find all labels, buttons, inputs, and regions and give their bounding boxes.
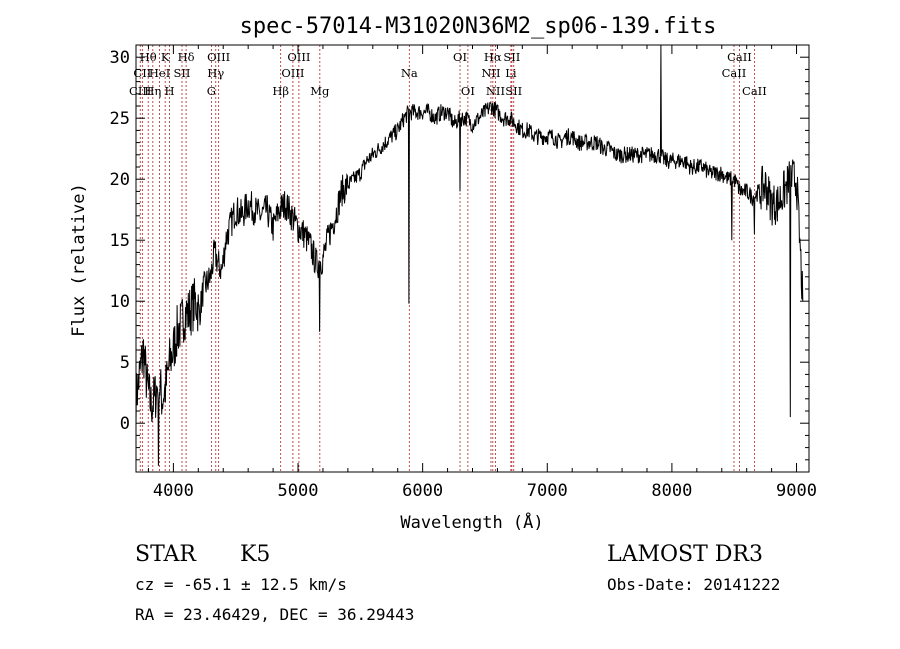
emission-line-label: OI bbox=[453, 50, 467, 64]
emission-line-label: Hα bbox=[484, 50, 502, 64]
y-axis-label: Flux (relative) bbox=[69, 183, 89, 337]
emission-line-label: NII bbox=[486, 84, 505, 98]
ra-dec-coordinates: RA = 23.46429, DEC = 36.29443 bbox=[135, 605, 414, 624]
plot-frame bbox=[135, 44, 810, 473]
y-tick-label: 0 bbox=[120, 414, 130, 434]
x-axis-label: Wavelength (Å) bbox=[400, 511, 543, 533]
emission-line-label: K bbox=[161, 50, 170, 64]
emission-line-label: SII bbox=[503, 50, 520, 64]
emission-line-label: NII bbox=[481, 66, 500, 80]
y-tick-label: 30 bbox=[110, 48, 130, 68]
observation-date: Obs-Date: 20141222 bbox=[607, 575, 780, 594]
emission-line-label: Mg bbox=[310, 84, 330, 98]
emission-line-label: CaII bbox=[727, 50, 752, 64]
x-tick-label: 5000 bbox=[278, 481, 319, 501]
object-class: STAR bbox=[135, 542, 197, 567]
emission-line-label: SII bbox=[505, 84, 522, 98]
emission-line-label: SII bbox=[174, 66, 191, 80]
emission-line-label: OIII bbox=[207, 50, 230, 64]
emission-line-label: Na bbox=[401, 66, 418, 80]
x-tick-label: 4000 bbox=[153, 481, 194, 501]
emission-line-label: Hθ bbox=[140, 50, 157, 64]
y-tick-label: 25 bbox=[110, 109, 130, 129]
x-axis-ticks: 4000 5000 6000 7000 8000 9000 bbox=[147, 45, 817, 501]
y-tick-label: 5 bbox=[120, 353, 130, 373]
emission-line-label: H bbox=[165, 84, 175, 98]
y-tick-label: 10 bbox=[110, 292, 130, 312]
emission-line-label: CIII bbox=[129, 84, 151, 98]
emission-line-label: CaII bbox=[742, 84, 767, 98]
emission-line-label: CaII bbox=[722, 66, 747, 80]
survey-name: LAMOST DR3 bbox=[607, 542, 763, 567]
emission-line-label: OI bbox=[461, 84, 475, 98]
x-tick-label: 7000 bbox=[527, 481, 568, 501]
y-axis-ticks: 0 5 10 15 20 25 30 bbox=[110, 44, 809, 461]
emission-line-label: Hδ bbox=[178, 50, 195, 64]
emission-line-label: Hβ bbox=[272, 84, 289, 98]
y-tick-label: 20 bbox=[110, 170, 130, 190]
emission-line-label: Hγ bbox=[207, 66, 224, 80]
emission-line-label: Li bbox=[505, 66, 517, 80]
redshift-velocity: cz = -65.1 ± 12.5 km/s bbox=[135, 575, 347, 594]
emission-line-label: G bbox=[207, 84, 216, 98]
x-tick-label: 8000 bbox=[651, 481, 692, 501]
x-tick-label: 6000 bbox=[402, 481, 443, 501]
x-tick-label: 9000 bbox=[776, 481, 817, 501]
emission-line-label: OIII bbox=[287, 50, 310, 64]
emission-line-label: OIII bbox=[281, 66, 304, 80]
object-subclass: K5 bbox=[240, 542, 270, 567]
emission-line-label: HeI bbox=[149, 66, 170, 80]
emission-line-label: Hη bbox=[144, 84, 161, 98]
y-tick-label: 15 bbox=[110, 231, 130, 251]
chart-title: spec-57014-M31020N36M2_sp06-139.fits bbox=[240, 14, 717, 39]
spectrum-series-line bbox=[135, 44, 804, 466]
